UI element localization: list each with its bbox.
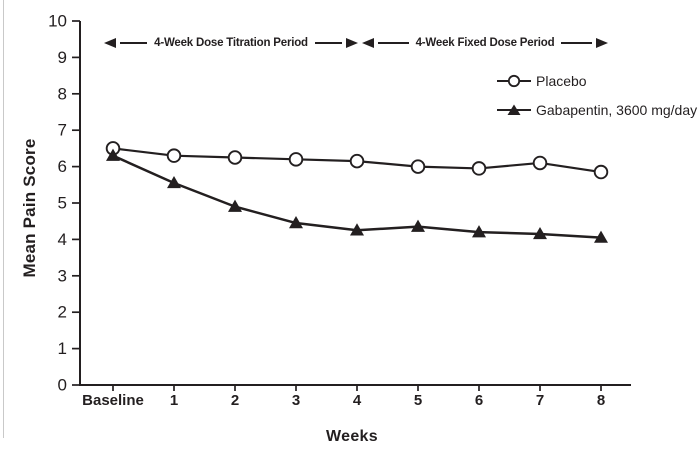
left-arrowhead-icon bbox=[104, 38, 116, 48]
data-point-gabapentin bbox=[228, 199, 242, 212]
y-tick-label: 7 bbox=[58, 121, 67, 140]
y-tick-label: 1 bbox=[58, 339, 67, 358]
data-point-placebo bbox=[532, 155, 548, 171]
open-circle-marker-icon bbox=[497, 74, 531, 88]
x-tick-label: 4 bbox=[353, 392, 362, 409]
data-point-gabapentin bbox=[289, 216, 303, 229]
x-axis-title: Weeks bbox=[326, 428, 378, 445]
annotation-dose-titration-period: 4-Week Dose Titration Period bbox=[104, 37, 358, 49]
data-point-gabapentin bbox=[167, 175, 181, 189]
x-tick-label: 5 bbox=[414, 392, 422, 409]
data-point-gabapentin bbox=[472, 225, 486, 238]
data-point-placebo bbox=[227, 150, 243, 165]
annotation-fixed-dose-period: 4-Week Fixed Dose Period bbox=[362, 37, 609, 49]
filled-triangle-marker-icon bbox=[497, 104, 531, 115]
x-tick-label: 1 bbox=[170, 392, 178, 409]
legend-label: Gabapentin, 3600 mg/day bbox=[536, 102, 698, 118]
data-point-gabapentin bbox=[594, 230, 608, 243]
arrow-line bbox=[378, 42, 409, 44]
y-tick-label: 6 bbox=[58, 157, 67, 176]
x-tick-label: 8 bbox=[597, 392, 605, 409]
data-point-gabapentin bbox=[106, 148, 120, 161]
x-tick-label: 7 bbox=[536, 392, 544, 409]
data-point-gabapentin bbox=[411, 219, 425, 232]
legend-item-gabapentin: Gabapentin, 3600 mg/day bbox=[497, 102, 697, 118]
arrow-line bbox=[314, 42, 342, 44]
data-point-gabapentin bbox=[533, 226, 547, 240]
y-tick-label: 0 bbox=[58, 376, 67, 395]
data-point-placebo bbox=[288, 152, 304, 167]
data-point-placebo bbox=[410, 159, 426, 174]
y-tick-label: 10 bbox=[48, 12, 67, 31]
legend-label: Placebo bbox=[536, 73, 587, 89]
legend-item-placebo: Placebo bbox=[497, 73, 697, 89]
figure-edge-line bbox=[3, 0, 4, 438]
data-point-gabapentin bbox=[350, 223, 364, 236]
y-axis-title: Mean Pain Score bbox=[20, 138, 39, 278]
right-arrowhead-icon bbox=[596, 38, 609, 48]
y-tick-label: 5 bbox=[58, 194, 67, 213]
left-arrowhead-icon bbox=[362, 38, 374, 48]
data-point-placebo bbox=[349, 153, 365, 169]
x-tick-label: 2 bbox=[231, 392, 239, 409]
y-tick-label: 3 bbox=[58, 266, 67, 285]
data-point-placebo bbox=[471, 161, 487, 176]
x-tick-label: 6 bbox=[475, 392, 483, 409]
data-point-placebo bbox=[593, 164, 609, 180]
legend: Placebo Gabapentin, 3600 mg/day bbox=[497, 73, 697, 131]
data-point-placebo bbox=[166, 148, 182, 163]
x-tick-label: Baseline bbox=[82, 392, 144, 409]
arrow-line bbox=[120, 42, 148, 44]
annotation-text: 4-Week Dose Titration Period bbox=[154, 37, 308, 49]
y-tick-label: 2 bbox=[58, 303, 67, 322]
annotation-text: 4-Week Fixed Dose Period bbox=[415, 37, 555, 49]
y-tick-label: 4 bbox=[58, 230, 67, 249]
y-tick-label: 8 bbox=[58, 84, 67, 103]
x-tick-label: 3 bbox=[292, 392, 300, 409]
arrow-line bbox=[561, 42, 593, 44]
right-arrowhead-icon bbox=[346, 38, 358, 48]
y-tick-label: 9 bbox=[58, 48, 67, 67]
